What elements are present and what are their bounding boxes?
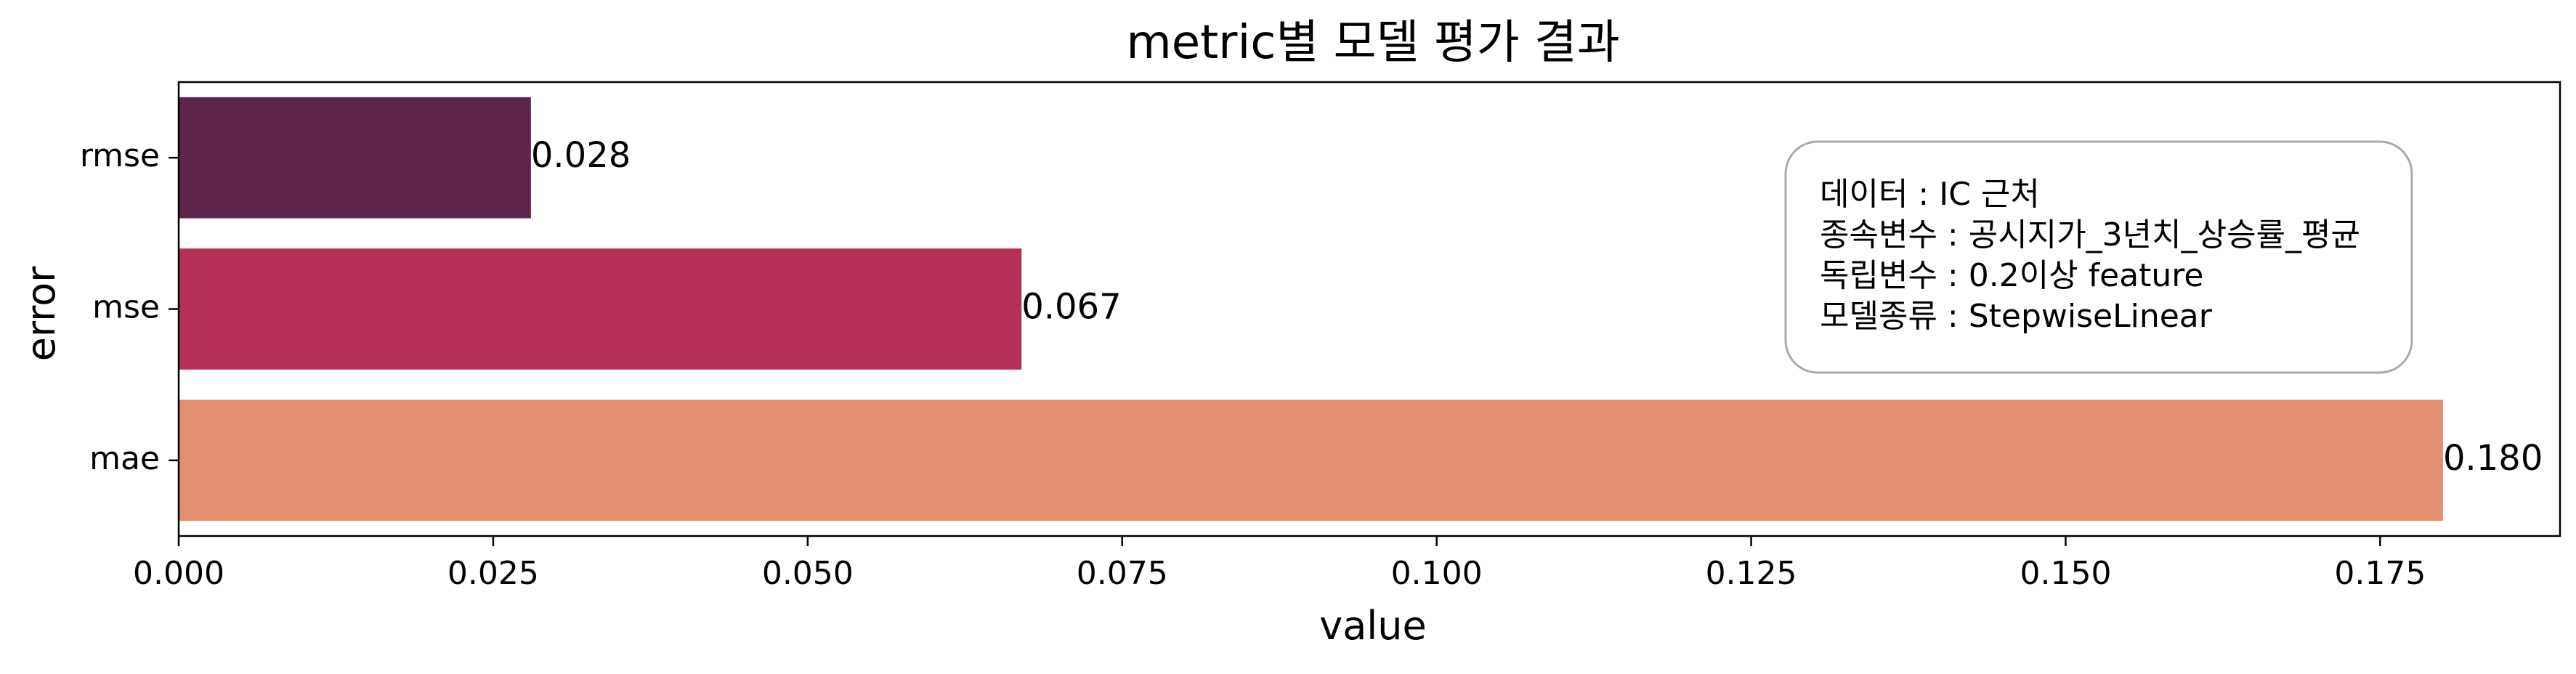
plot-area: 0.028 rmse 0.067 mse 0.180 mae 0.000 0.025 0.050… — [80, 81, 2561, 592]
annotation-line: 데이터 : IC 근처 — [1820, 176, 2040, 213]
x-tick-label: 0.125 — [1706, 555, 1797, 592]
chart-title: metric별 모델 평가 결과 — [1126, 16, 1619, 70]
x-tick-label: 0.025 — [447, 555, 539, 592]
annotation-box: 데이터 : IC 근처 종속변수 : 공시지가_3년치_상승률_평균 독립변수 … — [1784, 140, 2413, 374]
x-tick-label: 0.100 — [1391, 555, 1483, 592]
annotation-frame — [1784, 140, 2413, 374]
annotation-line: 종속변수 : 공시지가_3년치_상승률_평균 — [1820, 216, 2360, 253]
data-label: 0.180 — [2443, 438, 2543, 479]
x-axis-label: value — [1319, 603, 1427, 649]
bar — [179, 399, 2443, 521]
y-axis-label: error — [18, 266, 64, 362]
x-tick-label: 0.150 — [2020, 555, 2111, 592]
annotation-line: 모델종류 : StepwiseLinear — [1820, 298, 2213, 335]
y-tick-label: rmse — [80, 137, 160, 174]
y-tick-label: mae — [89, 440, 160, 477]
data-label: 0.067 — [1021, 287, 1121, 328]
x-tick-label: 0.050 — [762, 555, 854, 592]
annotation-line: 독립변수 : 0.2이상 feature — [1820, 257, 2204, 294]
x-tick-label: 0.175 — [2334, 555, 2426, 592]
data-label: 0.028 — [531, 135, 631, 176]
x-tick-label: 0.000 — [133, 555, 224, 592]
bar — [179, 97, 531, 219]
axes-frame — [177, 81, 2561, 537]
bar — [179, 248, 1022, 370]
x-tick-label: 0.075 — [1077, 555, 1168, 592]
y-tick-label: mse — [92, 289, 160, 326]
